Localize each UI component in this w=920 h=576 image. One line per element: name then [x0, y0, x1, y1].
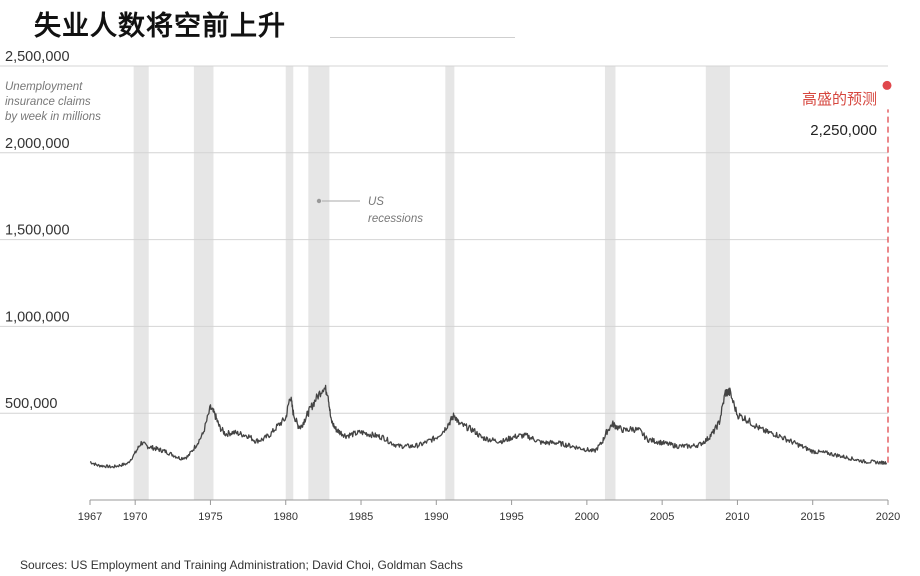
x-tick-label: 2000: [575, 511, 599, 523]
recession-bands: [133, 66, 730, 500]
x-tick-label: 2020: [876, 511, 900, 523]
x-tick-label: 1985: [349, 511, 373, 523]
x-tick-label: 1975: [198, 511, 222, 523]
recession-band: [133, 66, 149, 500]
x-tick-label: 1980: [273, 511, 297, 523]
x-tick-label: 1970: [123, 511, 147, 523]
forecast-value: 2,250,000: [810, 122, 877, 139]
y-axis-label: Unemployment insurance claims by week in…: [5, 81, 101, 123]
forecast-label: 高盛的预测: [802, 90, 877, 108]
x-tick-label: 2010: [725, 511, 749, 523]
chart-title: 失业人数将空前上升: [34, 11, 286, 42]
x-tick-label: 2005: [650, 511, 674, 523]
recession-band: [705, 66, 730, 500]
x-tick-label: 1967: [78, 511, 102, 523]
gridlines: [0, 65, 888, 414]
y-tick-label: 1,500,000: [5, 223, 70, 239]
recession-annotation-dot: [316, 198, 322, 204]
x-axis-ticks: 1967 1970 1975 1980 1985 1990 1995 2000 2005 2010…: [78, 499, 900, 523]
x-tick-label: 1995: [499, 511, 523, 523]
title-divider: [330, 37, 515, 38]
y-axis-ticks: 500,000 1,000,000 1,500,000 2,000,000 2,500,…: [5, 49, 70, 412]
recession-band: [445, 66, 455, 500]
recession-label: US recessions: [368, 196, 423, 225]
recession-band: [308, 66, 330, 500]
x-tick-label: 1990: [424, 511, 448, 523]
y-tick-label: 2,000,000: [5, 136, 70, 152]
forecast-marker: 高盛的预测 2,250,000: [802, 80, 892, 463]
y-tick-label: 1,000,000: [5, 309, 70, 325]
forecast-point: [882, 80, 892, 90]
source-note: Sources: US Employment and Training Admi…: [20, 558, 463, 572]
claims-series-line: [89, 384, 888, 469]
y-tick-label: 2,500,000: [5, 49, 70, 65]
recession-band: [193, 66, 214, 500]
recession-band: [285, 66, 294, 500]
y-tick-label: 500,000: [5, 396, 57, 412]
x-tick-label: 2015: [800, 511, 824, 523]
recession-annotation: US recessions: [316, 196, 423, 225]
recession-band: [604, 66, 616, 500]
